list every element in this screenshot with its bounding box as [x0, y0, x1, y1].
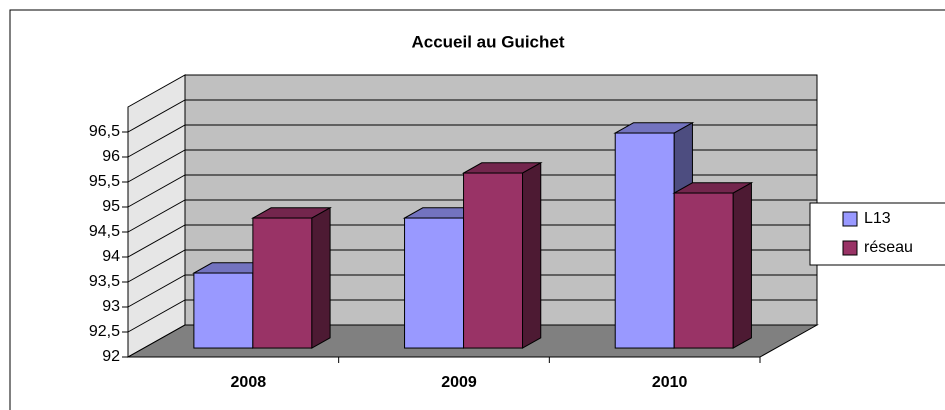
y-tick-label: 96 — [102, 148, 120, 165]
bar-side — [732, 181, 752, 349]
bar-side — [522, 161, 542, 349]
grid-line — [127, 224, 817, 258]
grid-line — [127, 299, 817, 333]
grid-line — [127, 174, 817, 208]
y-tick-label: 93,5 — [89, 273, 120, 290]
grid-line — [127, 249, 817, 283]
legend-label: L13 — [864, 210, 891, 227]
chart-title: Accueil au Guichet — [411, 32, 564, 51]
grid-line — [127, 199, 817, 233]
grid-line — [127, 124, 817, 158]
legend-swatch — [842, 240, 858, 256]
y-tick-label: 95 — [102, 198, 120, 215]
y-tick-label: 96,5 — [89, 123, 120, 140]
bar-front — [614, 132, 675, 349]
legend-swatch — [842, 211, 858, 227]
legend-label: réseau — [864, 239, 913, 256]
grid-line — [127, 324, 817, 358]
bar-front — [404, 217, 465, 349]
y-tick-label: 93 — [102, 298, 120, 315]
x-tick-label: 2008 — [231, 374, 267, 391]
grid-line — [127, 99, 817, 133]
y-tick-label: 94 — [102, 248, 120, 265]
grid-line — [127, 274, 817, 308]
bar-side — [311, 206, 331, 349]
y-tick-label: 94,5 — [89, 223, 120, 240]
y-tick-label: 95,5 — [89, 173, 120, 190]
bar-front — [193, 272, 254, 349]
x-tick-label: 2009 — [441, 374, 477, 391]
grid-line — [127, 149, 817, 183]
bar-front — [673, 192, 734, 349]
bar-front — [463, 172, 524, 349]
y-tick-label: 92 — [102, 348, 120, 365]
y-tick-label: 92,5 — [89, 323, 120, 340]
x-tick-label: 2010 — [652, 374, 688, 391]
legend-box — [809, 202, 945, 266]
bar-front — [252, 217, 313, 349]
